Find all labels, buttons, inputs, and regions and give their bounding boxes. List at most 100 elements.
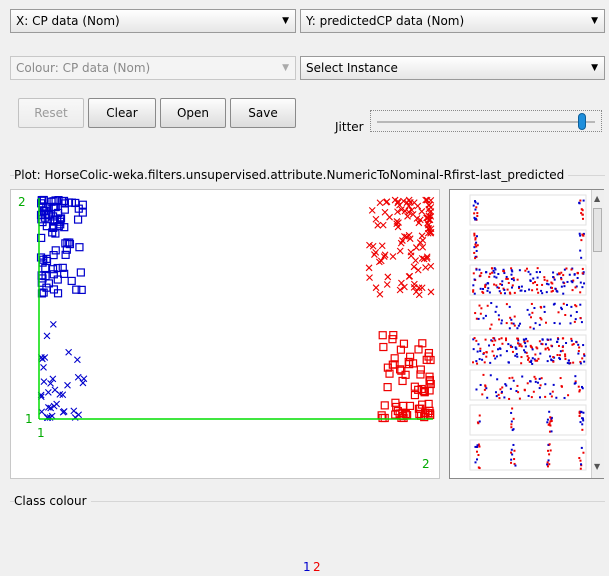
data-point-class1 [73,356,81,364]
matrix-point [494,357,497,360]
x-axis-select[interactable]: X: CP data (Nom) ▼ [10,9,296,33]
reset-button[interactable]: Reset [18,98,84,128]
matrix-point [511,270,514,273]
matrix-point [518,287,521,290]
matrix-point [484,338,487,341]
y-axis-select[interactable]: Y: predictedCP data (Nom) ▼ [300,9,605,33]
data-point-class2 [420,255,428,263]
data-point-class2 [401,207,409,215]
scatter-matrix-canvas [469,194,587,471]
matrix-point [553,322,556,325]
matrix-cell[interactable] [469,334,587,366]
matrix-point [577,350,580,353]
data-point-class2 [415,284,423,292]
data-point-class2 [424,214,432,222]
save-button[interactable]: Save [230,98,296,128]
jitter-slider-thumb[interactable] [578,113,587,130]
matrix-point [529,326,532,329]
matrix-cell[interactable] [469,439,587,471]
matrix-point [483,388,486,391]
matrix-point [520,289,523,292]
matrix-point [548,410,551,413]
matrix-point [582,232,585,235]
matrix-point [484,284,487,287]
data-point-class2 [366,241,373,249]
data-point-class2 [394,208,401,216]
matrix-point [560,306,563,309]
data-point-class2 [420,413,429,422]
matrix-point [524,345,527,348]
matrix-point [510,267,513,270]
arrow-up-icon[interactable]: ▲ [594,194,601,203]
matrix-point [545,321,548,324]
jitter-slider[interactable] [370,110,602,132]
matrix-point [512,417,515,420]
scrollbar-thumb[interactable] [593,208,602,252]
open-button[interactable]: Open [160,98,226,128]
matrix-point [484,285,487,288]
matrix-point [511,284,514,287]
data-point-class2 [399,413,408,423]
matrix-point [541,338,544,341]
matrix-point [510,458,513,461]
matrix-point [513,291,516,294]
data-point-class2 [397,366,406,375]
matrix-point [499,354,502,357]
data-point-class2 [415,291,423,299]
matrix-point [512,443,515,446]
matrix-point [530,359,533,362]
data-point-class2 [425,406,434,415]
matrix-cell[interactable] [469,229,587,261]
matrix-point [473,232,476,235]
matrix-cell[interactable] [469,404,587,436]
matrix-point [546,461,549,464]
matrix-point [514,354,517,357]
matrix-point [529,316,532,319]
matrix-point [526,340,529,343]
matrix-cell[interactable] [469,264,587,296]
data-point-class2 [427,288,435,296]
matrix-point [550,290,553,293]
matrix-point [546,463,549,466]
matrix-point [580,208,583,211]
matrix-cell[interactable] [469,299,587,331]
arrow-down-icon[interactable]: ▼ [594,462,601,471]
matrix-point [551,289,554,292]
matrix-point [501,342,504,345]
data-point-class1 [44,404,52,411]
matrix-point [477,466,480,469]
matrix-point [486,282,489,285]
scatter-matrix[interactable] [449,189,604,479]
matrix-point [580,256,583,259]
matrix-cell[interactable] [469,194,587,226]
matrix-point [518,344,521,347]
data-point-class1 [75,243,84,252]
matrix-point [574,318,577,321]
matrix-point [548,430,551,433]
matrix-point [512,279,515,282]
matrix-point [474,201,477,204]
scatter-plot[interactable]: 2 1 1 2 [10,189,440,479]
matrix-point [474,238,477,241]
matrix-point [527,394,530,397]
matrix-point [579,411,582,414]
class-colour-value-2[interactable]: 2 [313,560,321,574]
data-point-class2 [393,218,401,225]
data-point-class2 [396,365,405,374]
matrix-point [550,395,553,398]
matrix-point [540,318,543,321]
matrix-scrollbar[interactable]: ▲ ▼ [591,190,604,478]
matrix-point [535,271,538,274]
instance-select[interactable]: Select Instance ▼ [300,56,605,80]
matrix-point [504,383,507,386]
data-point-class1 [39,207,49,216]
matrix-point [536,284,539,287]
matrix-point [473,246,476,249]
class-colour-value-1[interactable]: 1 [303,560,311,574]
clear-button[interactable]: Clear [88,98,156,128]
matrix-point [548,453,551,456]
matrix-point [556,337,559,340]
matrix-point [527,358,530,361]
colour-select[interactable]: Colour: CP data (Nom) ▼ [10,56,296,80]
matrix-point [494,391,497,394]
